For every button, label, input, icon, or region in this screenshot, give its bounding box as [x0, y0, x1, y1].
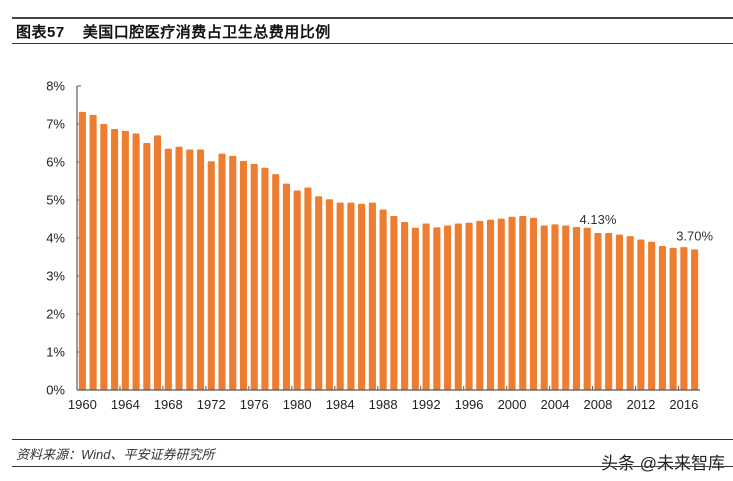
bar-2011: [626, 236, 634, 390]
bar-1985: [347, 202, 355, 390]
y-tick-label: 1%: [46, 345, 65, 360]
bar-1976: [250, 163, 258, 390]
bar-1974: [229, 155, 237, 390]
bar-1964: [121, 130, 129, 390]
x-tick-label: 1984: [326, 397, 355, 412]
bar-2000: [508, 216, 516, 390]
bar-chart: 0%1%2%3%4%5%6%7%8% 1960 1964 1968 1972 1976 1…: [46, 79, 714, 413]
data-label-2017: 3.70%: [676, 228, 713, 243]
y-tick-label: 6%: [46, 155, 65, 170]
data-label-2008: 4.13%: [580, 212, 617, 227]
source-rule-bottom: [12, 466, 733, 467]
bar-1993: [433, 227, 441, 390]
bar-1975: [239, 160, 248, 390]
figure-title: 美国口腔医疗消费占卫生总费用比例: [82, 24, 331, 41]
x-tick-label: 2000: [498, 397, 527, 412]
x-tick-label: 2012: [626, 397, 655, 412]
bar-2004: [551, 224, 559, 390]
y-tick-label: 7%: [46, 117, 65, 132]
x-tick-label: 1968: [154, 397, 183, 412]
y-axis: 0% 1% 2% 3% 4% 5% 6% 7% 8%: [46, 79, 81, 398]
bar-2009: [605, 233, 613, 390]
top-rule: [12, 17, 733, 19]
bar-1977: [261, 167, 269, 390]
bar-1988: [379, 209, 387, 390]
y-tick-label: 2%: [46, 307, 65, 322]
bar-1981: [304, 187, 312, 390]
watermark: 头条 @未来智库: [601, 454, 725, 473]
bar-1969: [175, 146, 183, 390]
bar-1986: [358, 203, 366, 390]
bar-2005: [562, 225, 570, 390]
x-tick-label: 1980: [283, 397, 312, 412]
x-axis: 1960 1964 1968 1972 1976 1980 1984 1988 1992 1996…: [68, 386, 700, 412]
bar-1998: [487, 219, 495, 390]
x-tick-label: 1972: [197, 397, 226, 412]
bar-2016: [680, 247, 688, 390]
bar-1978: [272, 174, 280, 390]
bar-1991: [411, 227, 419, 390]
bar-2006: [572, 226, 581, 390]
bar-1968: [164, 148, 172, 390]
bar-2008: [594, 233, 602, 390]
chart-title: 图表57 美国口腔医疗消费占卫生总费用比例: [16, 21, 331, 42]
annotations: 4.13% 3.70%: [580, 212, 714, 243]
bar-1992: [422, 223, 430, 390]
bar-1972: [207, 161, 215, 390]
bar-1990: [401, 222, 409, 390]
bar-1962: [100, 124, 108, 390]
bar-1963: [111, 128, 119, 390]
x-tick-label: 1960: [68, 397, 97, 412]
y-tick-label: 8%: [46, 79, 65, 94]
bar-2003: [540, 225, 548, 390]
bar-1994: [444, 225, 452, 390]
bar-1970: [186, 149, 194, 390]
x-tick-label: 1996: [455, 397, 484, 412]
bar-2014: [658, 245, 666, 390]
bar-2007: [583, 227, 591, 390]
bar-1961: [89, 114, 97, 390]
x-tick-label: 2016: [669, 397, 698, 412]
bar-1965: [132, 133, 140, 390]
bar-1983: [325, 199, 333, 390]
bar-2013: [648, 241, 656, 390]
bar-1979: [282, 183, 290, 390]
bar-1997: [476, 220, 484, 390]
source-rule-top: [12, 439, 733, 440]
source-note: 资料来源：Wind、平安证券研究所: [16, 447, 215, 462]
bar-1989: [390, 215, 398, 390]
bar-1984: [336, 202, 344, 390]
x-tick-label: 2004: [541, 397, 570, 412]
bar-2001: [519, 215, 527, 390]
x-tick-label: 2008: [583, 397, 612, 412]
figure-number: 图表57: [16, 24, 65, 41]
bar-2015: [669, 247, 677, 390]
bar-2010: [615, 234, 623, 390]
bar-1980: [293, 190, 301, 390]
bar-2002: [529, 217, 538, 390]
title-underline: [12, 43, 733, 44]
bar-1971: [196, 149, 205, 390]
bar-1996: [465, 222, 473, 390]
y-tick-label: 0%: [46, 383, 65, 398]
bar-1973: [218, 153, 226, 390]
bars: [78, 111, 699, 390]
y-tick-label: 4%: [46, 231, 65, 246]
bar-1987: [368, 202, 376, 390]
y-tick-label: 5%: [46, 193, 65, 208]
bar-1995: [454, 223, 462, 390]
bar-1960: [78, 111, 86, 390]
bar-1982: [315, 196, 323, 390]
bar-1999: [497, 218, 505, 390]
x-tick-label: 1964: [111, 397, 140, 412]
y-tick-label: 3%: [46, 269, 65, 284]
x-tick-label: 1992: [412, 397, 441, 412]
bar-2012: [637, 239, 645, 390]
bar-1966: [143, 143, 151, 390]
bar-2017: [691, 249, 699, 390]
x-tick-label: 1988: [369, 397, 398, 412]
bar-1967: [154, 135, 162, 390]
x-tick-label: 1976: [240, 397, 269, 412]
